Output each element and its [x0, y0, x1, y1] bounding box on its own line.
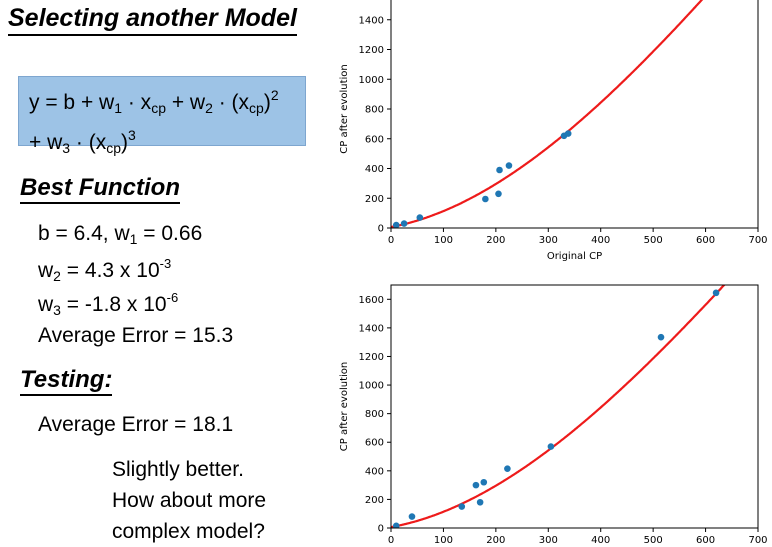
- x-tick-label: 200: [486, 235, 505, 246]
- data-point: [496, 166, 503, 174]
- comment-block: Slightly better. How about more complex …: [112, 454, 266, 547]
- x-tick-label: 100: [434, 535, 453, 546]
- x-tick-label: 300: [539, 535, 558, 546]
- param-w2: w2 = 4.3 x 10-3: [38, 256, 172, 284]
- y-tick-label: 1200: [359, 352, 384, 363]
- data-point: [657, 333, 665, 341]
- plot-frame: [390, 0, 759, 229]
- y-tick-label: 400: [365, 164, 384, 175]
- data-point: [482, 195, 489, 203]
- data-point: [472, 481, 480, 489]
- y-tick-label: 0: [378, 224, 384, 235]
- x-tick-label: 0: [388, 235, 394, 246]
- data-point: [504, 465, 511, 472]
- best-function-heading: Best Function: [20, 174, 180, 204]
- param-b-w1: b = 6.4, w1 = 0.66: [38, 222, 203, 247]
- y-tick-label: 600: [365, 438, 384, 449]
- y-tick-label: 200: [365, 194, 384, 205]
- data-point: [476, 498, 484, 506]
- y-tick-label: 1000: [359, 381, 384, 392]
- data-point: [392, 221, 400, 228]
- y-axis-label: CP after evolution: [339, 362, 350, 452]
- x-tick-label: 700: [748, 535, 767, 546]
- plot-frame: [390, 284, 759, 529]
- data-point: [505, 162, 513, 169]
- data-point: [400, 220, 408, 227]
- data-point: [408, 513, 416, 520]
- x-tick-label: 500: [644, 235, 663, 246]
- fit-curve: [391, 285, 726, 528]
- slide-title: Selecting another Model: [8, 4, 297, 36]
- x-axis-label: Original CP: [547, 251, 602, 262]
- data-point: [495, 190, 502, 198]
- comment-line-2: How about more: [112, 489, 267, 512]
- data-point: [392, 522, 400, 528]
- fit-curve: [391, 0, 704, 228]
- y-axis-label: CP after evolution: [339, 64, 350, 154]
- y-tick-label: 800: [365, 409, 384, 420]
- training-average-error: Average Error = 15.3: [38, 324, 234, 347]
- y-tick-label: 1400: [359, 15, 384, 26]
- comment-line-1: Slightly better.: [112, 458, 244, 481]
- x-tick-label: 400: [591, 535, 610, 546]
- y-tick-label: 1600: [359, 295, 384, 306]
- param-w3: w3 = -1.8 x 10-6: [38, 290, 179, 318]
- training-chart: 0 100 200 300 400 500 600 700 0 200 400 600 800 1000 1…: [339, 0, 768, 262]
- y-tick-label: 1200: [359, 45, 384, 56]
- y-tick-label: 600: [365, 134, 384, 145]
- y-tick-label: 1000: [359, 75, 384, 86]
- data-point: [564, 130, 572, 137]
- y-tick-label: 400: [365, 466, 384, 477]
- x-tick-label: 500: [644, 535, 663, 546]
- formula-line-1: y = b + w1 · xcp + w2 · (xcp)2: [29, 87, 279, 116]
- comment-line-3: complex model?: [112, 520, 265, 543]
- x-tick-label: 600: [696, 535, 715, 546]
- y-tick-label: 0: [378, 524, 384, 535]
- data-point: [458, 503, 466, 510]
- testing-average-error: Average Error = 18.1: [38, 413, 234, 436]
- y-tick-label: 1400: [359, 323, 384, 334]
- testing-chart: 0 100 200 300 400 500 600 700 0 200 400 600 800 1000 1…: [339, 284, 768, 546]
- x-tick-label: 300: [539, 235, 558, 246]
- data-point: [712, 289, 720, 297]
- formula-box: y = b + w1 · xcp + w2 · (xcp)2 + w3 · (x…: [18, 76, 306, 156]
- x-tick-label: 400: [591, 235, 610, 246]
- x-tick-label: 100: [434, 235, 453, 246]
- data-point: [416, 214, 424, 221]
- y-tick-label: 800: [365, 105, 384, 116]
- testing-heading: Testing:: [20, 366, 113, 396]
- x-tick-label: 200: [486, 535, 505, 546]
- y-tick-label: 200: [365, 495, 384, 506]
- data-point: [547, 443, 555, 450]
- data-point: [480, 478, 488, 486]
- x-tick-label: 600: [696, 235, 715, 246]
- x-tick-label: 0: [388, 535, 394, 546]
- formula-line-2: + w3 · (xcp)3: [29, 127, 136, 156]
- x-tick-label: 700: [748, 235, 767, 246]
